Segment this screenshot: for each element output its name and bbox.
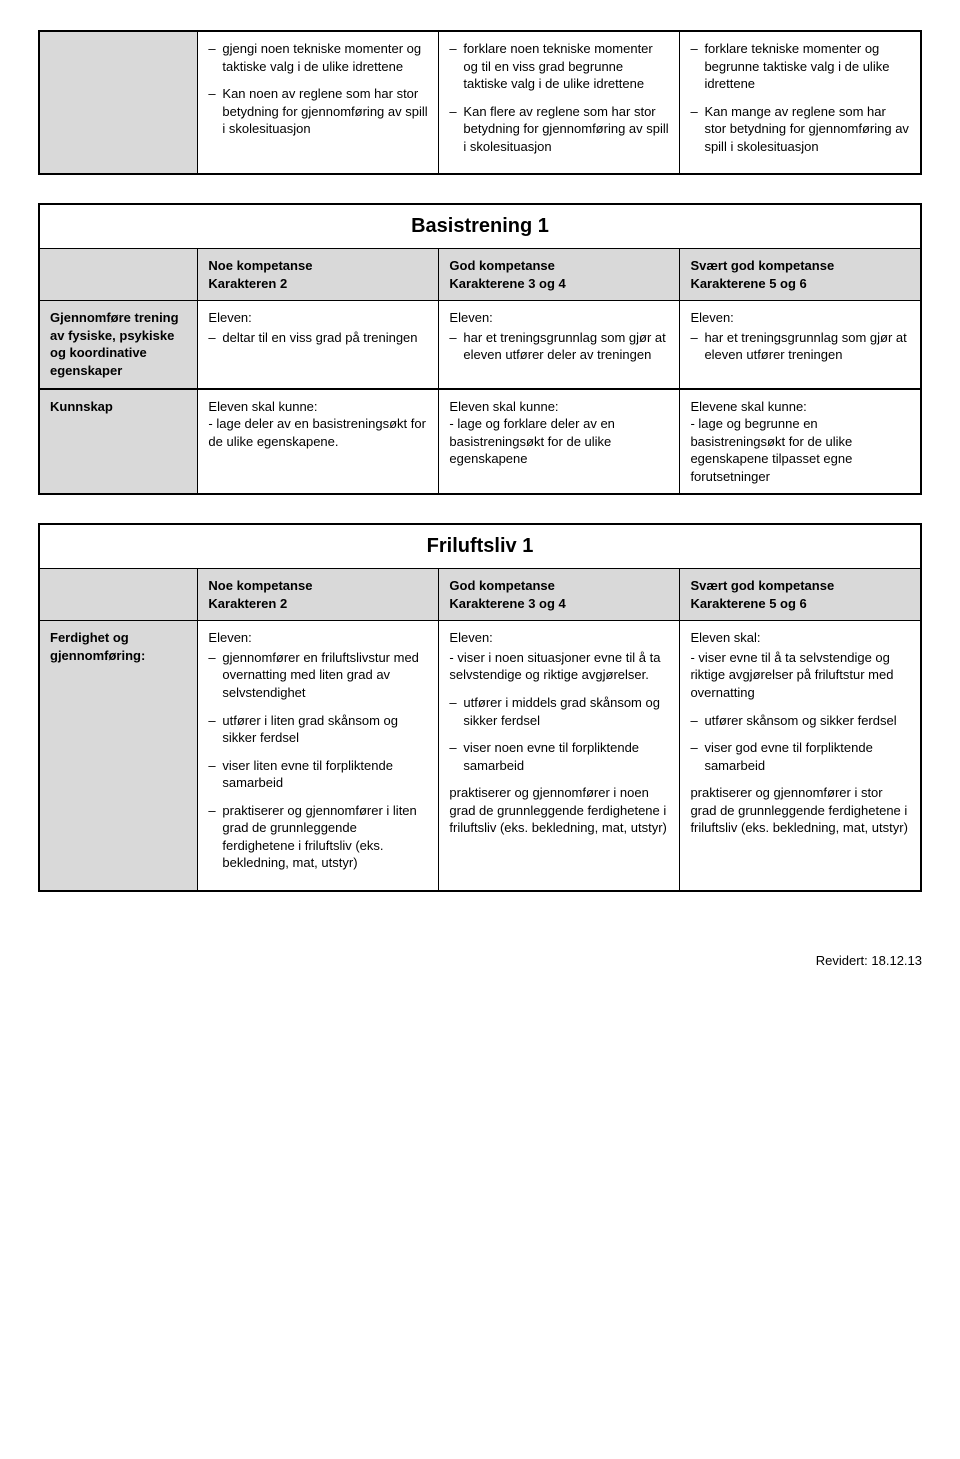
text: praktiserer og gjennomfører i stor grad … <box>690 784 910 837</box>
list-item: utfører skånsom og sikker ferdsel <box>690 712 910 730</box>
table-title: Friluftsliv 1 <box>39 524 921 569</box>
cell: Eleven skal: - viser evne til å ta selvs… <box>680 621 921 891</box>
list-item: har et treningsgrunnlag som gjør at elev… <box>690 329 910 364</box>
header-line1: Svært god kompetanse <box>690 578 834 593</box>
header-line1: God kompetanse <box>449 258 554 273</box>
header-line2: Karakterene 3 og 4 <box>449 276 565 291</box>
column-header: Noe kompetanse Karakteren 2 <box>198 569 439 621</box>
cell: Eleven: har et treningsgrunnlag som gjør… <box>680 301 921 389</box>
list-item: Kan noen av reglene som har stor betydni… <box>208 85 428 138</box>
list-item: gjengi noen tekniske momenter og taktisk… <box>208 40 428 75</box>
list-item: praktiserer og gjennomfører i liten grad… <box>208 802 428 872</box>
cell: Elevene skal kunne: - lage og begrunne e… <box>680 389 921 495</box>
header-empty <box>39 249 198 301</box>
row-label: Gjennomføre trening av fysiske, psykiske… <box>39 301 198 389</box>
cell: Eleven: deltar til en viss grad på treni… <box>198 301 439 389</box>
cell: Eleven skal kunne: - lage deler av en ba… <box>198 389 439 495</box>
list-item: utfører i middels grad skånsom og sikker… <box>449 694 669 729</box>
list-item: Kan mange av reglene som har stor betydn… <box>690 103 910 156</box>
text: - viser i noen situasjoner evne til å ta… <box>449 649 669 684</box>
row-label: Kunnskap <box>39 389 198 495</box>
column-header: Noe kompetanse Karakteren 2 <box>198 249 439 301</box>
list-item: utfører i liten grad skånsom og sikker f… <box>208 712 428 747</box>
intro: Eleven: <box>690 309 910 327</box>
cell: Eleven: - viser i noen situasjoner evne … <box>439 621 680 891</box>
header-line2: Karakteren 2 <box>208 596 287 611</box>
header-line2: Karakterene 3 og 4 <box>449 596 565 611</box>
cell: gjengi noen tekniske momenter og taktisk… <box>198 31 439 174</box>
table-friluftsliv: Friluftsliv 1 Noe kompetanse Karakteren … <box>38 523 922 892</box>
list-item: deltar til en viss grad på treningen <box>208 329 428 347</box>
list-item: forklare tekniske momenter og begrunne t… <box>690 40 910 93</box>
table-title: Basistrening 1 <box>39 204 921 249</box>
list-item: forklare noen tekniske momenter og til e… <box>449 40 669 93</box>
cell: forklare tekniske momenter og begrunne t… <box>680 31 921 174</box>
intro: Eleven: <box>208 629 428 647</box>
header-line2: Karakterene 5 og 6 <box>690 596 806 611</box>
intro: Eleven skal: <box>690 629 910 647</box>
header-line1: Noe kompetanse <box>208 578 312 593</box>
column-header: Svært god kompetanse Karakterene 5 og 6 <box>680 569 921 621</box>
header-line2: Karakterene 5 og 6 <box>690 276 806 291</box>
list-item: viser liten evne til forpliktende samarb… <box>208 757 428 792</box>
intro: Eleven: <box>449 629 669 647</box>
header-line1: God kompetanse <box>449 578 554 593</box>
list-item: gjennomfører en friluftslivstur med over… <box>208 649 428 702</box>
cell: forklare noen tekniske momenter og til e… <box>439 31 680 174</box>
intro: Eleven: <box>449 309 669 327</box>
table-top: gjengi noen tekniske momenter og taktisk… <box>38 30 922 175</box>
row-label-empty <box>39 31 198 174</box>
footer-revised: Revidert: 18.12.13 <box>38 952 922 970</box>
column-header: God kompetanse Karakterene 3 og 4 <box>439 249 680 301</box>
list-item: Kan flere av reglene som har stor betydn… <box>449 103 669 156</box>
cell: Eleven skal kunne: - lage og forklare de… <box>439 389 680 495</box>
list-item: viser god evne til forpliktende samarbei… <box>690 739 910 774</box>
text: - viser evne til å ta selvstendige og ri… <box>690 649 910 702</box>
list-item: viser noen evne til forpliktende samarbe… <box>449 739 669 774</box>
row-label: Ferdighet og gjennomføring: <box>39 621 198 891</box>
list-item: har et treningsgrunnlag som gjør at elev… <box>449 329 669 364</box>
header-line1: Noe kompetanse <box>208 258 312 273</box>
text: praktiserer og gjennomfører i noen grad … <box>449 784 669 837</box>
table-basistrening: Basistrening 1 Noe kompetanse Karakteren… <box>38 203 922 495</box>
header-empty <box>39 569 198 621</box>
column-header: Svært god kompetanse Karakterene 5 og 6 <box>680 249 921 301</box>
intro: Eleven: <box>208 309 428 327</box>
cell: Eleven: har et treningsgrunnlag som gjør… <box>439 301 680 389</box>
cell: Eleven: gjennomfører en friluftslivstur … <box>198 621 439 891</box>
header-line1: Svært god kompetanse <box>690 258 834 273</box>
header-line2: Karakteren 2 <box>208 276 287 291</box>
column-header: God kompetanse Karakterene 3 og 4 <box>439 569 680 621</box>
